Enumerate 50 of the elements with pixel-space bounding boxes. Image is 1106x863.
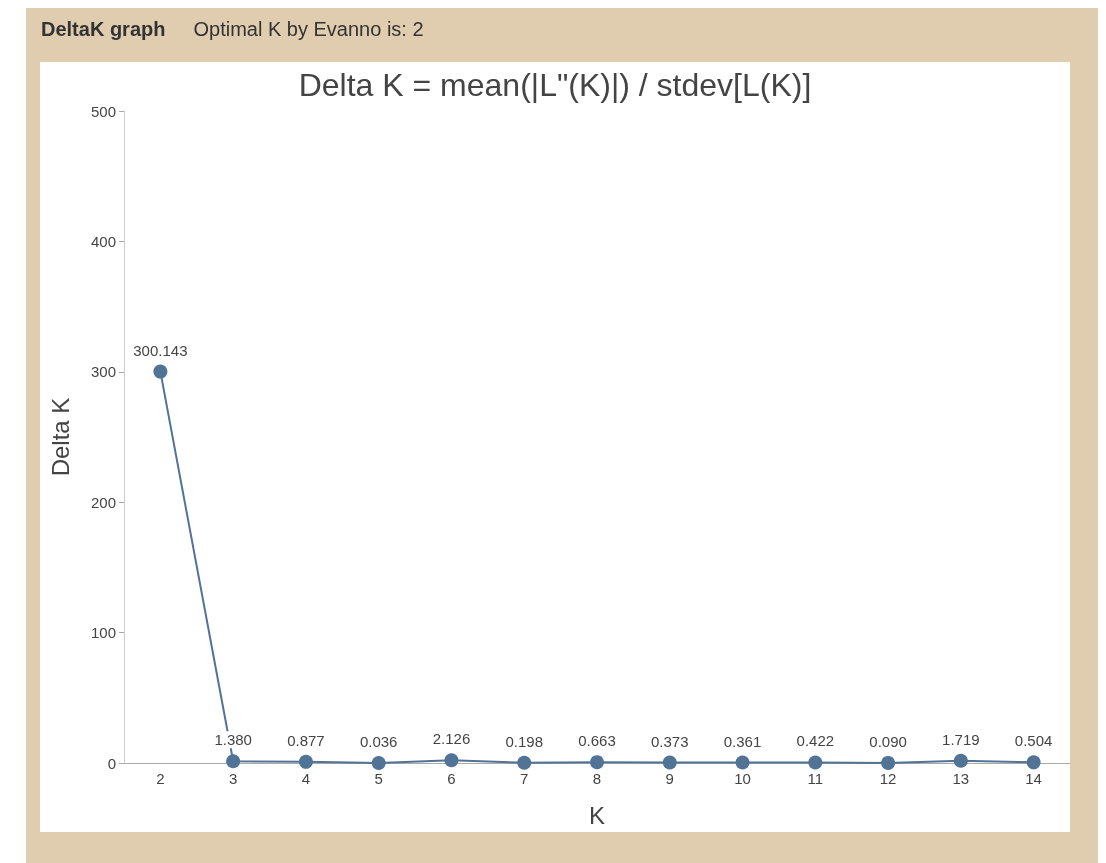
point <box>153 364 168 379</box>
y-axis-title: Delta K <box>46 397 74 477</box>
x-tick-label: 4 <box>301 770 311 787</box>
y-tick-label: 300 <box>90 363 116 381</box>
text: DeltaK graph <box>41 18 166 40</box>
point <box>662 755 677 770</box>
x-tick-label: 6 <box>447 770 456 787</box>
point <box>226 754 241 769</box>
point <box>517 755 532 770</box>
y-tick-label: 400 <box>90 232 116 250</box>
x-tick-label: 14 <box>1025 770 1042 787</box>
data-label: 0.663 <box>578 732 616 750</box>
point <box>444 753 459 768</box>
x-tick-label: 7 <box>520 770 529 787</box>
x-tick-label: 10 <box>734 770 751 787</box>
x-tick-label: 9 <box>665 770 674 787</box>
point <box>881 755 896 770</box>
point <box>808 755 823 770</box>
x-tick-label: 12 <box>879 770 897 787</box>
x-tick-label: 2 <box>156 770 165 787</box>
data-label: 300.143 <box>133 341 188 359</box>
point <box>1026 755 1041 770</box>
y-tick-label: 100 <box>90 624 116 642</box>
data-label: 0.036 <box>359 732 398 750</box>
data-label: 1.719 <box>942 730 980 748</box>
x-tick-label: 11 <box>807 770 824 787</box>
point <box>735 755 750 770</box>
point <box>298 754 313 769</box>
x-tick-label: 3 <box>228 770 238 787</box>
data-label: 2.126 <box>432 730 471 748</box>
y-tick-label: 500 <box>90 102 116 120</box>
x-tick-label: 5 <box>374 770 383 787</box>
x-tick-label: 13 <box>952 770 970 787</box>
y-tick-label: 0 <box>107 754 116 772</box>
data-label: 0.504 <box>1014 732 1053 750</box>
data-label: 0.877 <box>287 731 325 749</box>
data-label: 0.090 <box>869 732 907 750</box>
point <box>371 755 386 770</box>
x-tick-label: 8 <box>592 770 602 787</box>
data-label: 0.361 <box>723 732 762 750</box>
data-label: 0.373 <box>651 732 689 750</box>
point <box>590 755 604 770</box>
y-tick-label: 200 <box>90 493 116 511</box>
data-label: 1.380 <box>214 731 252 749</box>
x-axis-title: K <box>588 801 606 829</box>
text: Optimal K by Evanno is: 2 <box>193 18 424 40</box>
data-label: 0.422 <box>796 732 835 750</box>
chart-title: Delta K = mean(|L"(K)|) / stdev[L(K)] <box>298 67 812 103</box>
data-label: 0.198 <box>505 732 543 750</box>
point <box>953 753 968 768</box>
